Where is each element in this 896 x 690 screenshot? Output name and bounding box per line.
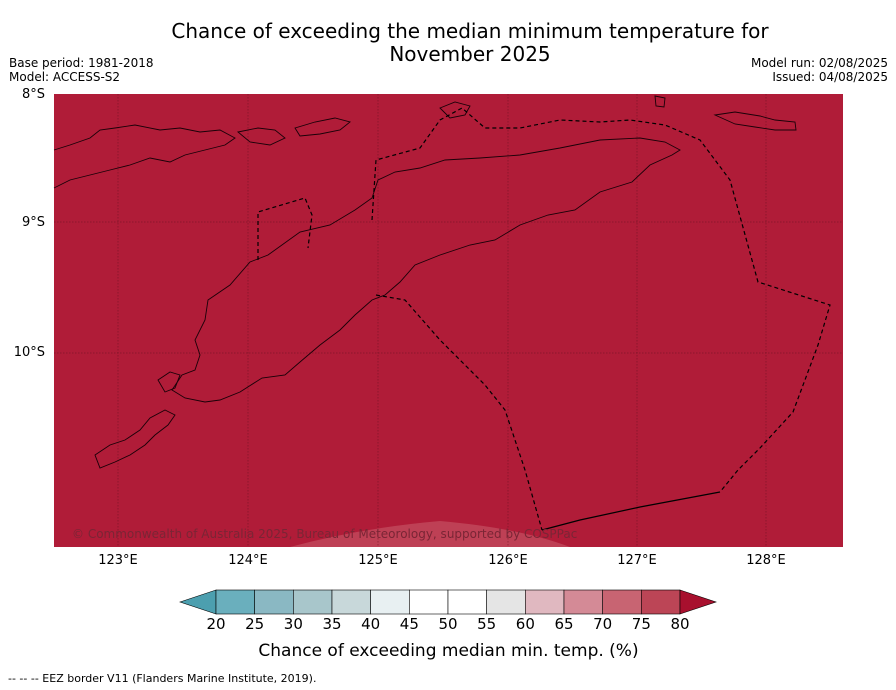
timor-coastline xyxy=(171,137,681,403)
colorbar-cell xyxy=(486,589,526,615)
flores-coastline xyxy=(53,124,236,189)
colorbar-arrow-low xyxy=(179,589,217,615)
lon-label-125e: 125°E xyxy=(358,553,398,568)
colorbar-tick-label: 45 xyxy=(399,615,419,633)
eez-borders xyxy=(257,107,831,531)
lon-label-127e: 127°E xyxy=(617,553,657,568)
colorbar-cell xyxy=(215,589,255,615)
pantar-coastline xyxy=(294,117,351,137)
lon-label-126e: 126°E xyxy=(488,553,528,568)
colorbar-cell xyxy=(409,589,449,615)
colorbar-label: Chance of exceeding median min. temp. (%… xyxy=(258,641,639,661)
colorbar-cell xyxy=(447,589,487,615)
title-line-2: November 2025 xyxy=(389,42,551,66)
colorbar-cell xyxy=(293,589,333,615)
colorbar-tick-label: 70 xyxy=(593,615,613,633)
colorbar-cell xyxy=(602,589,642,615)
eez-border-south xyxy=(375,294,543,531)
watermark-shape xyxy=(290,521,570,547)
colorbar-tick-label: 55 xyxy=(477,615,497,633)
colorbar-tick-label: 65 xyxy=(554,615,574,633)
colorbar-tick-label: 60 xyxy=(515,615,535,633)
colorbar-tick-label: 80 xyxy=(670,615,690,633)
colorbar-cell xyxy=(641,589,681,615)
islet-1 xyxy=(654,95,666,108)
model-info: Base period: 1981-2018 Model: ACCESS-S2 xyxy=(9,56,154,84)
wetar-coastline xyxy=(439,101,471,119)
islet-2 xyxy=(713,111,797,131)
colorbar-tick-label: 40 xyxy=(361,615,381,633)
eez-border-solid xyxy=(541,491,721,531)
eez-footnote: -- -- -- EEZ border V11 (Flanders Marine… xyxy=(8,672,317,685)
colorbar-tick-label: 75 xyxy=(631,615,651,633)
model-name-text: Model: ACCESS-S2 xyxy=(9,70,121,84)
colorbar-tick-label: 35 xyxy=(322,615,342,633)
coastlines xyxy=(53,95,797,469)
rote-coastline xyxy=(94,409,176,469)
colorbar-tick-label: 50 xyxy=(438,615,458,633)
model-run-text: Model run: 02/08/2025 xyxy=(750,56,888,70)
title-line-1: Chance of exceeding the median minimum t… xyxy=(171,19,769,43)
copyright-text: © Commonwealth of Australia 2025, Bureau… xyxy=(72,527,577,541)
lat-label-8s: 8°S xyxy=(21,87,45,102)
gridlines xyxy=(54,94,843,547)
lon-label-124e: 124°E xyxy=(228,553,268,568)
colorbar-cells xyxy=(179,589,717,615)
alor-coastline xyxy=(236,127,286,146)
colorbar-cell xyxy=(331,589,371,615)
colorbar-tick-label: 30 xyxy=(283,615,303,633)
run-info: Model run: 02/08/2025 Issued: 04/08/2025 xyxy=(751,56,888,84)
colorbar-tick-label: 25 xyxy=(245,615,265,633)
lat-label-9s: 9°S xyxy=(21,215,45,230)
colorbar-arrow-high xyxy=(679,589,717,615)
map-fill xyxy=(54,94,843,547)
colorbar-cell xyxy=(563,589,603,615)
issued-text: Issued: 04/08/2025 xyxy=(772,70,888,84)
colorbar-cell xyxy=(525,589,565,615)
eez-border-west xyxy=(257,197,313,260)
base-period-text: Base period: 1981-2018 xyxy=(9,56,154,70)
colorbar-cell xyxy=(370,589,410,615)
semau-coastline xyxy=(157,371,181,393)
lon-label-128e: 128°E xyxy=(746,553,786,568)
lon-label-123e: 123°E xyxy=(98,553,138,568)
eez-border-central xyxy=(371,107,831,493)
colorbar-cell xyxy=(254,589,294,615)
lat-label-10s: 10°S xyxy=(13,345,45,360)
colorbar-tick-label: 20 xyxy=(206,615,226,633)
chart-title: Chance of exceeding the median minimum t… xyxy=(0,20,896,66)
